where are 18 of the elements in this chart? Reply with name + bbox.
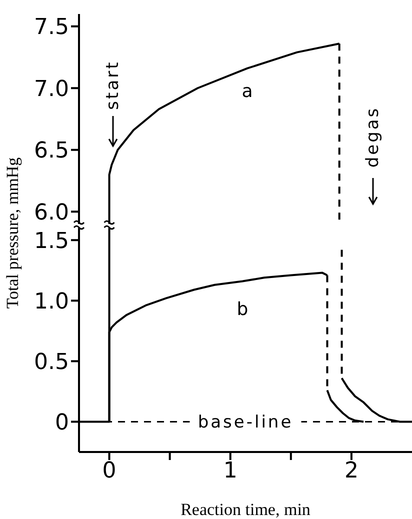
x-axis-title: Reaction time, min bbox=[180, 500, 311, 519]
x-tick-label: 0 bbox=[102, 458, 116, 484]
series-label: b bbox=[236, 298, 248, 320]
y-tick-label: 7.0 bbox=[34, 76, 69, 102]
y-tick-label: 6.0 bbox=[34, 200, 69, 226]
ref-line-label: base-line bbox=[198, 412, 294, 433]
y-tick-label: 6.5 bbox=[34, 138, 69, 164]
y-tick-label: 7.5 bbox=[34, 15, 69, 40]
y-tick-label: 1.0 bbox=[34, 289, 69, 314]
series-label: a bbox=[242, 81, 253, 102]
y-tick-label: 0 bbox=[55, 410, 69, 436]
y-axis-title: Total pressure, mmHg bbox=[3, 156, 22, 309]
x-tick-label: 2 bbox=[344, 458, 358, 484]
annotation: start bbox=[103, 60, 123, 110]
y-tick-label: 0.5 bbox=[34, 350, 69, 375]
x-tick-label: 1 bbox=[223, 458, 238, 484]
annotation: degas bbox=[363, 106, 383, 168]
y-tick-label: 1.5 bbox=[34, 228, 69, 254]
